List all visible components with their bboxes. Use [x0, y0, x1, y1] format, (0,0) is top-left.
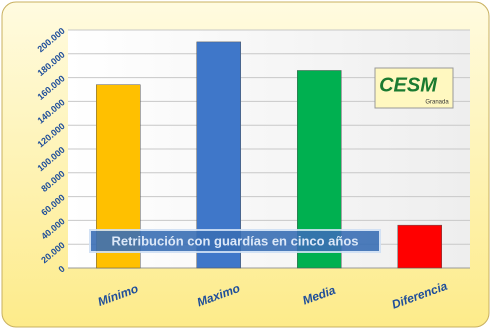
bar: [397, 224, 442, 269]
logo-box: [374, 67, 454, 109]
logo: CESM: [379, 74, 438, 96]
annotation-box: [89, 229, 381, 253]
logo-subtext: Granada: [425, 100, 449, 106]
annotation: Retribución con guardías en cinco años: [111, 233, 358, 248]
y-tick-label: 0: [57, 264, 67, 275]
